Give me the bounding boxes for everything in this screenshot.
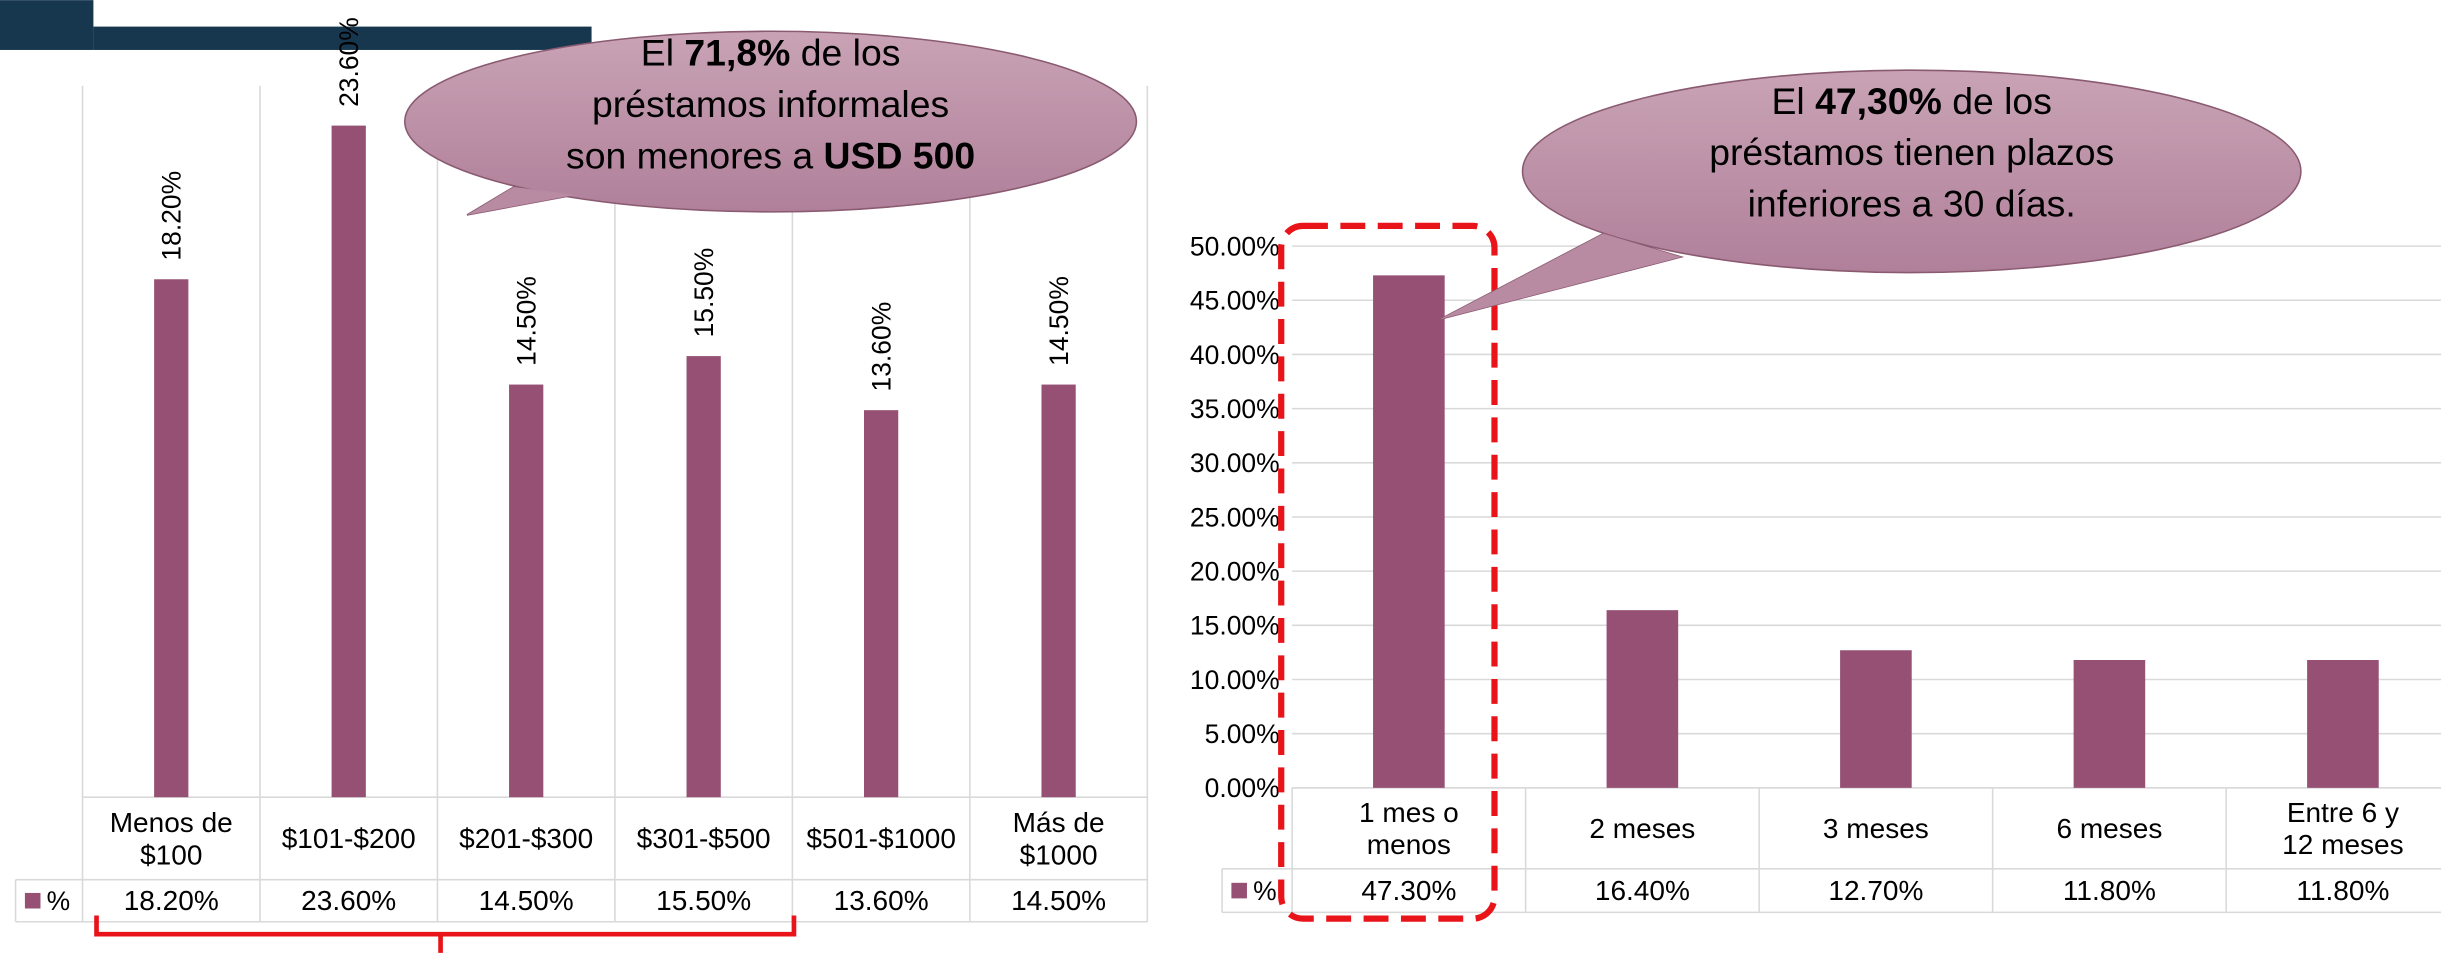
callout-tail-fill xyxy=(1440,233,1682,320)
x-tick-label: $301-$500 xyxy=(637,823,771,854)
table-value: 23.60% xyxy=(301,885,396,916)
x-tick-label: $501-$1000 xyxy=(806,823,956,854)
bar xyxy=(2307,659,2379,788)
bar xyxy=(1606,610,1679,788)
data-label: 23.60% xyxy=(334,17,364,107)
data-label: 18.20% xyxy=(157,171,187,261)
y-tick-label: 5.00% xyxy=(1205,719,1280,749)
y-tick-label: 50.00% xyxy=(1190,231,1280,261)
callout-tail-fill xyxy=(467,186,577,215)
callout-text: préstamos tienen plazos xyxy=(1709,131,2114,173)
table-value: 11.80% xyxy=(2063,875,2156,906)
table-value: 16.40% xyxy=(1595,875,1690,906)
x-tick-label: Más de $1000 xyxy=(1013,807,1105,870)
y-tick-label: 0.00% xyxy=(1205,773,1280,803)
bar xyxy=(331,125,366,798)
bar xyxy=(1041,384,1076,798)
data-label: 13.60% xyxy=(866,302,896,392)
table-value: 13.60% xyxy=(834,885,929,916)
callout xyxy=(403,30,1138,213)
bar xyxy=(1840,650,1912,788)
callout-span: El xyxy=(1771,80,1815,122)
callout-span: préstamos tienen plazos xyxy=(1709,131,2114,173)
bar xyxy=(1373,275,1445,788)
x-tick-label: 6 meses xyxy=(2056,813,2162,844)
callout xyxy=(1521,69,2302,274)
callout-span: préstamos informales xyxy=(592,83,949,125)
table-value: 14.50% xyxy=(479,885,574,916)
legend-swatch xyxy=(24,892,41,909)
table-value: 15.50% xyxy=(656,885,751,916)
callout-text: El 71,8% de los xyxy=(641,32,901,74)
callout-span: inferiores a 30 días. xyxy=(1748,183,2076,225)
y-tick-label: 40.00% xyxy=(1190,340,1280,370)
callout-text: El 47,30% de los xyxy=(1771,80,2051,122)
table-value: 12.70% xyxy=(1828,875,1923,906)
header-block xyxy=(0,0,94,50)
data-label: 14.50% xyxy=(1044,276,1074,366)
y-tick-label: 20.00% xyxy=(1190,556,1280,586)
x-tick-label: Menos de $100 xyxy=(110,807,233,870)
legend-swatch xyxy=(1231,882,1247,899)
x-tick-label: $201-$300 xyxy=(459,823,593,854)
highlight-box xyxy=(1278,222,1498,922)
legend-label: % xyxy=(47,886,71,916)
y-tick-label: 10.00% xyxy=(1190,665,1280,695)
y-tick-label: 35.00% xyxy=(1190,394,1280,424)
callout-text: préstamos informales xyxy=(592,83,949,125)
data-label: 14.50% xyxy=(512,276,542,366)
table-value: 11.80% xyxy=(2296,875,2389,906)
table-value: 14.50% xyxy=(1011,885,1106,916)
callout-span: de los xyxy=(790,32,900,74)
callout-span: de los xyxy=(1942,80,2052,122)
table-value: 18.20% xyxy=(124,885,219,916)
x-tick-label: Entre 6 y 12 meses xyxy=(2282,797,2403,860)
callout-span: El xyxy=(641,32,685,74)
x-tick-label: 2 meses xyxy=(1589,813,1695,844)
y-tick-label: 30.00% xyxy=(1190,448,1280,478)
bracket xyxy=(94,915,797,953)
legend-label: % xyxy=(1253,876,1277,906)
x-tick-label: 3 meses xyxy=(1823,813,1929,844)
bar xyxy=(2073,659,2146,788)
callout-text: son menores a USD 500 xyxy=(566,134,975,176)
header-band xyxy=(93,26,592,50)
callout-text: inferiores a 30 días. xyxy=(1748,183,2076,225)
y-tick-label: 45.00% xyxy=(1190,286,1280,316)
callout-span: 47,30% xyxy=(1815,80,1942,122)
callout-span: son menores a xyxy=(566,134,824,176)
y-tick-label: 25.00% xyxy=(1190,502,1280,532)
callout-span: 71,8% xyxy=(684,32,790,74)
bar xyxy=(509,384,544,798)
bar xyxy=(686,356,721,798)
x-tick-label: $101-$200 xyxy=(282,823,416,854)
bar xyxy=(864,410,899,798)
callout-span: USD 500 xyxy=(824,134,976,176)
table-value: 47.30% xyxy=(1361,875,1456,906)
data-label: 15.50% xyxy=(689,248,719,338)
x-tick-label: 1 mes o menos xyxy=(1359,797,1459,860)
bar xyxy=(154,279,189,798)
y-tick-label: 15.00% xyxy=(1190,611,1280,641)
